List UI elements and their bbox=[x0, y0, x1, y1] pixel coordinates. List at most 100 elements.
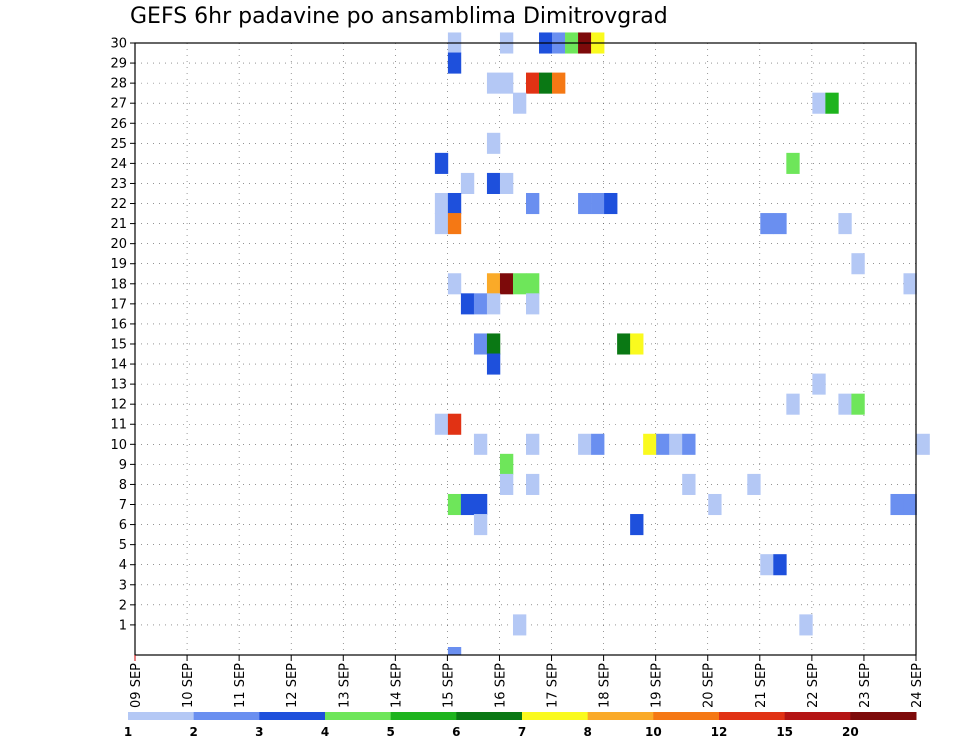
heatmap-cell bbox=[799, 614, 813, 636]
heatmap-cell bbox=[773, 554, 787, 576]
heatmap-cell bbox=[682, 473, 696, 495]
legend-swatch bbox=[587, 712, 654, 720]
heatmap-cell bbox=[473, 514, 488, 536]
y-tick-label: 23 bbox=[110, 177, 127, 192]
heatmap-cell bbox=[838, 213, 852, 235]
x-tick-label: 24 SEP bbox=[910, 663, 925, 708]
heatmap-cell bbox=[773, 213, 787, 235]
x-tick-label: 18 SEP bbox=[598, 663, 613, 708]
heatmap-cell bbox=[460, 172, 475, 194]
heatmap-cell bbox=[460, 493, 475, 516]
legend-label: 12 bbox=[711, 725, 728, 739]
heatmap-cell bbox=[499, 273, 514, 295]
y-tick-label: 1 bbox=[119, 618, 127, 633]
heatmap-cell bbox=[486, 273, 501, 295]
heatmap-cell bbox=[486, 353, 501, 375]
y-tick-label: 19 bbox=[110, 257, 127, 272]
y-tick-label: 25 bbox=[110, 137, 127, 152]
y-tick-label: 3 bbox=[119, 578, 127, 593]
legend-swatch bbox=[719, 712, 786, 720]
legend-swatch bbox=[784, 712, 851, 720]
heatmap-cell bbox=[786, 152, 800, 174]
heatmap-cell bbox=[526, 473, 540, 495]
heatmap-cell bbox=[812, 373, 826, 395]
y-tick-label: 4 bbox=[119, 558, 127, 573]
heatmap-cell bbox=[526, 273, 540, 295]
heatmap-cell bbox=[447, 493, 462, 516]
heatmap-cell bbox=[447, 647, 462, 655]
y-tick-label: 22 bbox=[110, 197, 127, 212]
legend-label: 20 bbox=[842, 725, 859, 739]
y-tick-label: 10 bbox=[110, 438, 127, 453]
heatmap-cell bbox=[434, 192, 449, 215]
chart-title: GEFS 6hr padavine po ansamblima Dimitrov… bbox=[130, 4, 668, 29]
x-tick-label: 10 SEP bbox=[181, 663, 196, 708]
legend-swatch bbox=[522, 712, 589, 720]
heatmap-cell bbox=[643, 433, 657, 455]
heatmap-cell bbox=[447, 52, 462, 74]
heatmap-cell bbox=[656, 433, 670, 455]
x-tick-label: 13 SEP bbox=[337, 663, 352, 708]
legend-label: 8 bbox=[583, 725, 591, 739]
heatmap-cell bbox=[473, 293, 488, 315]
heatmap-cell bbox=[434, 413, 449, 435]
heatmap-cell bbox=[747, 473, 761, 495]
heatmap-cell bbox=[825, 92, 839, 114]
legend-label: 5 bbox=[386, 725, 394, 739]
y-tick-label: 27 bbox=[110, 97, 127, 112]
y-tick-label: 21 bbox=[110, 217, 127, 232]
heatmap-cell bbox=[903, 273, 917, 295]
heatmap-cell bbox=[447, 213, 462, 235]
heatmap-cell bbox=[851, 253, 865, 275]
legend-label: 1 bbox=[124, 725, 132, 739]
legend-label: 15 bbox=[776, 725, 793, 739]
y-tick-label: 20 bbox=[110, 237, 127, 252]
x-tick-label: 22 SEP bbox=[806, 663, 821, 708]
heatmap-cell bbox=[890, 493, 904, 516]
heatmap-cell bbox=[851, 393, 865, 415]
heatmap-cell bbox=[591, 192, 605, 215]
heatmap-cell bbox=[916, 433, 930, 455]
heatmap-cell bbox=[434, 152, 449, 174]
heatmap-cell bbox=[447, 273, 462, 295]
legend-swatch bbox=[653, 712, 720, 720]
heatmap-cell bbox=[526, 433, 540, 455]
y-tick-label: 2 bbox=[119, 598, 127, 613]
heatmap-cell bbox=[447, 192, 462, 215]
heatmap-cell bbox=[617, 333, 631, 355]
x-tick-label: 17 SEP bbox=[546, 663, 561, 708]
heatmap-cell bbox=[539, 72, 553, 94]
heatmap-cell bbox=[708, 493, 722, 516]
y-tick-label: 7 bbox=[119, 498, 127, 513]
heatmap-cell bbox=[630, 333, 644, 355]
heatmap-cell bbox=[512, 273, 527, 295]
legend-swatch bbox=[325, 712, 392, 720]
y-tick-label: 5 bbox=[119, 538, 127, 553]
x-tick-label: 15 SEP bbox=[441, 663, 456, 708]
y-tick-label: 6 bbox=[119, 518, 127, 533]
x-tick-label: 21 SEP bbox=[754, 663, 769, 708]
heatmap-cell bbox=[447, 413, 462, 435]
heatmap-cell bbox=[512, 614, 527, 636]
heatmap-cell bbox=[903, 493, 917, 516]
x-tick-label: 16 SEP bbox=[493, 663, 508, 708]
legend-label: 4 bbox=[321, 725, 329, 739]
legend-swatch bbox=[259, 712, 326, 720]
heatmap-cell bbox=[460, 293, 475, 315]
y-tick-label: 30 bbox=[110, 37, 127, 52]
x-tick-label: 12 SEP bbox=[285, 663, 300, 708]
heatmap-cell bbox=[604, 192, 618, 215]
heatmap-cell bbox=[526, 293, 540, 315]
heatmap-cell bbox=[473, 433, 488, 455]
x-tick-label: 19 SEP bbox=[650, 663, 665, 708]
y-tick-label: 28 bbox=[110, 77, 127, 92]
legend-swatch bbox=[456, 712, 523, 720]
x-tick-label: 20 SEP bbox=[702, 663, 717, 708]
y-tick-label: 11 bbox=[110, 418, 127, 433]
legend-swatch bbox=[128, 712, 195, 720]
x-tick-label: 11 SEP bbox=[233, 663, 248, 708]
y-tick-label: 29 bbox=[110, 57, 127, 72]
y-tick-label: 17 bbox=[110, 297, 127, 312]
heatmap-cell bbox=[486, 293, 501, 315]
